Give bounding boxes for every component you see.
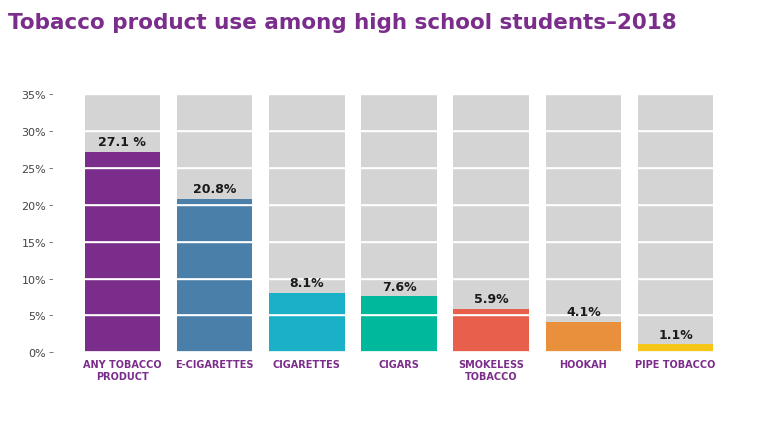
Bar bbox=[84, 95, 160, 353]
Bar bbox=[269, 293, 344, 353]
Bar bbox=[269, 95, 344, 353]
Bar bbox=[638, 344, 714, 353]
Bar bbox=[361, 95, 437, 353]
Bar bbox=[454, 95, 529, 353]
Text: 20.8%: 20.8% bbox=[193, 183, 236, 196]
Text: 1.1%: 1.1% bbox=[658, 328, 693, 341]
Bar bbox=[454, 309, 529, 353]
Bar bbox=[546, 95, 621, 353]
Bar bbox=[177, 199, 252, 353]
Text: 7.6%: 7.6% bbox=[382, 280, 416, 293]
Bar bbox=[84, 153, 160, 353]
Bar bbox=[361, 297, 437, 353]
Text: 5.9%: 5.9% bbox=[474, 292, 508, 305]
Text: 27.1 %: 27.1 % bbox=[99, 136, 147, 149]
Text: Tobacco product use among high school students–2018: Tobacco product use among high school st… bbox=[8, 13, 676, 33]
Text: 4.1%: 4.1% bbox=[566, 306, 600, 319]
Text: 8.1%: 8.1% bbox=[290, 276, 324, 289]
Bar bbox=[638, 95, 714, 353]
Bar bbox=[546, 322, 621, 353]
Bar bbox=[177, 95, 252, 353]
